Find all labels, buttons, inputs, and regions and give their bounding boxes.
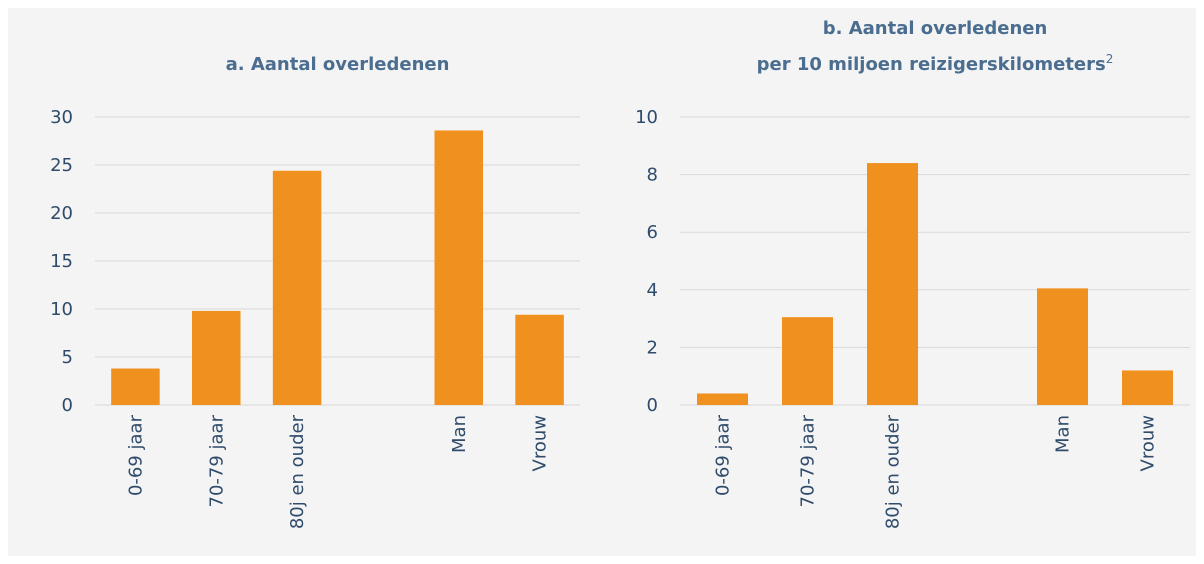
x-tick-label: Man <box>1053 415 1074 453</box>
chart-title: a. Aantal overledenen <box>226 54 450 75</box>
title-footnote: 2 <box>1106 52 1114 66</box>
x-tick-label: 0-69 jaar <box>125 414 146 496</box>
y-tick-label: 0 <box>62 395 73 416</box>
bar <box>192 310 241 405</box>
y-tick-label: 4 <box>647 280 658 301</box>
chart-title: b. Aantal overledenen <box>823 18 1048 39</box>
x-tick-label: Man <box>449 415 470 453</box>
y-tick-label: 2 <box>647 337 658 358</box>
x-tick-label: Vrouw <box>530 415 551 471</box>
y-tick-label: 0 <box>647 395 658 416</box>
y-tick-label: 6 <box>647 222 658 243</box>
y-tick-label: 5 <box>62 347 73 368</box>
y-tick-label: 15 <box>50 251 73 272</box>
x-tick-label: 80j en ouder <box>883 414 904 529</box>
bar <box>782 317 833 405</box>
bar <box>1122 370 1173 405</box>
y-tick-label: 10 <box>50 299 73 320</box>
bar <box>867 163 918 405</box>
y-tick-label: 10 <box>635 107 658 128</box>
y-tick-label: 20 <box>50 203 73 224</box>
bar <box>697 393 748 405</box>
bar <box>1037 288 1088 405</box>
x-tick-label: 70-79 jaar <box>798 414 819 507</box>
bar <box>111 368 160 405</box>
y-tick-label: 25 <box>50 155 73 176</box>
bar <box>272 170 322 405</box>
y-tick-label: 30 <box>50 107 73 128</box>
x-tick-label: Vrouw <box>1138 415 1159 471</box>
bar <box>434 130 483 405</box>
chart-title: per 10 miljoen reizigerskilometers2 <box>757 52 1114 75</box>
x-tick-label: 80j en ouder <box>287 414 308 529</box>
x-tick-label: 0-69 jaar <box>713 414 734 496</box>
panel <box>8 8 1196 556</box>
x-tick-label: 70-79 jaar <box>206 414 227 507</box>
bar <box>515 314 564 405</box>
y-tick-label: 8 <box>647 165 658 186</box>
